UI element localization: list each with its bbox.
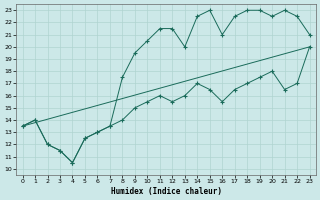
X-axis label: Humidex (Indice chaleur): Humidex (Indice chaleur) bbox=[111, 187, 221, 196]
